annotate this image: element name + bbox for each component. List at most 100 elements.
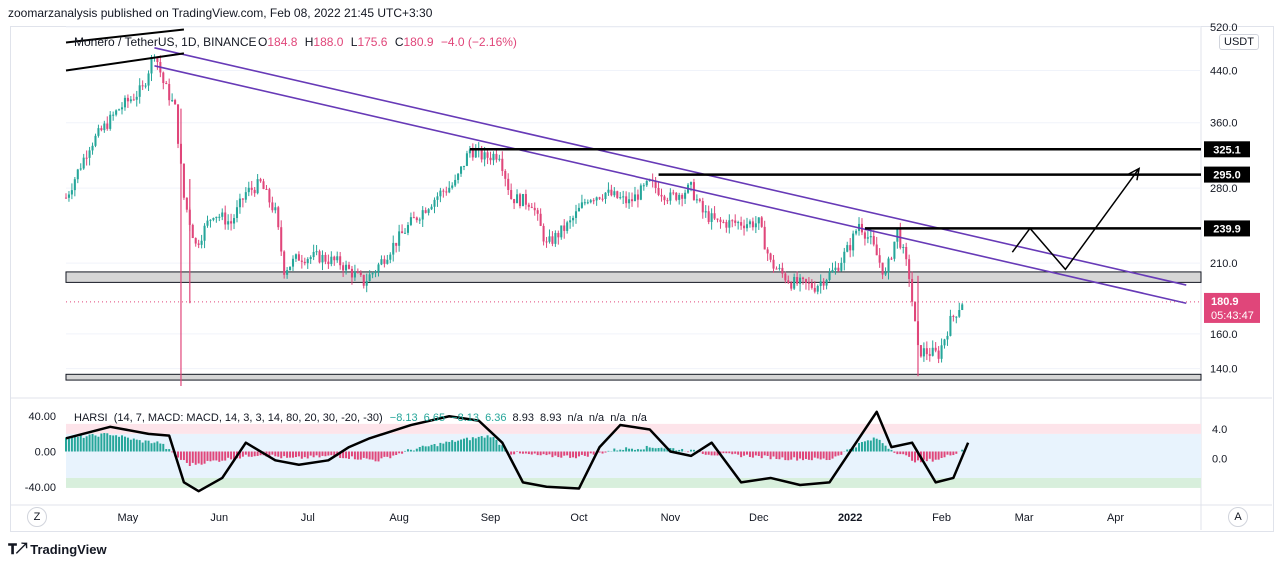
candle-body <box>607 189 610 193</box>
candle-body <box>922 348 925 357</box>
candle-body <box>731 220 734 222</box>
candle-body <box>654 181 657 188</box>
level-price-label: 239.9 <box>1213 223 1241 235</box>
candle-body <box>262 181 265 190</box>
support-zone <box>65 271 1202 283</box>
indicator-value-2: 6.65 <box>424 412 445 424</box>
candle-body <box>595 197 598 201</box>
candle-body <box>129 99 132 102</box>
candle-body <box>769 253 772 260</box>
candle-body <box>371 273 374 275</box>
candle-body <box>224 212 227 225</box>
candle-body <box>100 128 103 131</box>
candle-body <box>663 196 666 201</box>
currency-badge[interactable]: USDT <box>1219 34 1259 50</box>
candle-body <box>200 240 203 245</box>
candle-body <box>324 254 327 262</box>
candle-body <box>203 225 206 241</box>
candle-body <box>380 259 383 265</box>
publisher-caption: zoomarzanalysis published on TradingView… <box>8 6 433 20</box>
candle-body <box>896 227 899 242</box>
x-tick-label: Dec <box>749 512 769 524</box>
candle-body <box>468 149 471 154</box>
candle-body <box>91 145 94 151</box>
y-tick-label: 210.0 <box>1210 258 1238 270</box>
candle-body <box>949 315 952 336</box>
candle-body <box>849 245 852 251</box>
candle-body <box>504 171 507 179</box>
candle-body <box>754 223 757 228</box>
auto-scale-toggle-button[interactable]: A <box>1228 507 1248 527</box>
candle-body <box>94 135 97 146</box>
candle-body <box>297 254 300 261</box>
candle-body <box>182 163 185 198</box>
candle-body <box>368 274 371 282</box>
candle-body <box>362 274 365 286</box>
y-tick-label: 520.0 <box>1210 22 1238 34</box>
candle-body <box>342 265 345 271</box>
candle-body <box>628 199 631 204</box>
candle-body <box>704 211 707 213</box>
candle-body <box>622 196 625 198</box>
candle-body <box>793 276 796 289</box>
y-tick-label: 440.0 <box>1210 65 1238 77</box>
support-zone <box>65 373 1202 381</box>
candle-body <box>191 224 194 239</box>
candle-body <box>521 194 524 207</box>
candle-body <box>583 202 586 204</box>
candle-body <box>88 150 91 158</box>
candle-body <box>406 224 410 233</box>
candle-body <box>589 200 592 203</box>
candle-body <box>893 241 896 259</box>
osc-y-tick-left: 0.00 <box>35 447 56 459</box>
candle-body <box>548 236 551 242</box>
candle-body <box>784 273 787 281</box>
x-tick-label: Jul <box>301 512 315 524</box>
candle-body <box>247 187 250 193</box>
candle-body <box>681 194 684 199</box>
candle-body <box>619 197 622 199</box>
ohlc-label-open: O <box>258 35 267 49</box>
indicator-value-9: n/a <box>610 412 626 424</box>
candle-body <box>462 165 466 167</box>
candle-body <box>551 236 554 244</box>
candle-body <box>64 197 68 199</box>
candle-body <box>516 194 519 204</box>
level-price-tag <box>1204 220 1250 237</box>
candle-body <box>574 211 578 218</box>
log-scale-toggle-button[interactable]: Z <box>27 507 47 527</box>
candle-body <box>536 210 539 214</box>
indicator-name: HARSI <box>74 412 108 424</box>
candle-body <box>911 279 914 302</box>
candle-body <box>171 100 174 102</box>
candle-body <box>598 197 601 199</box>
candle-body <box>383 259 386 264</box>
candle-body <box>513 199 516 204</box>
candle-body <box>684 192 687 199</box>
candle-body <box>126 97 129 102</box>
trendline <box>154 65 1187 305</box>
candle-body <box>881 262 884 275</box>
candle-body <box>85 157 88 159</box>
candle-body <box>235 207 239 219</box>
candle-body <box>952 315 955 317</box>
symbol-title: Monero / TetherUS, 1D, BINANCE <box>74 35 257 49</box>
tradingview-logo-icon: 𝐓↗ <box>8 541 27 557</box>
candle-body <box>524 194 527 205</box>
candle-body <box>713 213 716 219</box>
candle-body <box>448 187 451 193</box>
candle-body <box>451 185 454 188</box>
candle-body <box>799 277 802 284</box>
candle-body <box>377 264 380 272</box>
candle-body <box>489 157 492 161</box>
candle-body <box>831 269 834 273</box>
candle-body <box>919 345 922 357</box>
candle-body <box>315 251 318 253</box>
candle-body <box>162 72 165 84</box>
candle-body <box>141 85 144 87</box>
level-price-label: 325.1 <box>1213 144 1241 156</box>
candle-body <box>875 244 878 256</box>
candle-body <box>135 96 138 100</box>
candle-body <box>728 220 731 228</box>
